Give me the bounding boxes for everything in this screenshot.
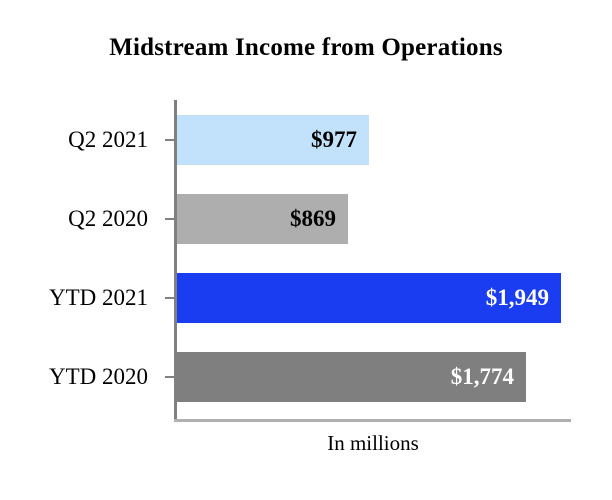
- axis-tick-q2-2020: [165, 218, 175, 220]
- value-label-ytd-2020: $1,774: [450, 364, 514, 389]
- category-label-q2-2020: Q2 2020: [68, 206, 148, 231]
- value-label-q2-2021: $977: [311, 127, 357, 152]
- axis-tick-ytd-2021: [165, 297, 175, 299]
- value-label-ytd-2021: $1,949: [485, 285, 549, 310]
- value-label-q2-2020: $869: [290, 206, 336, 231]
- chart-title: Midstream Income from Operations: [109, 34, 503, 61]
- bar-q2-2020: $869: [177, 194, 348, 244]
- x-axis-baseline: [174, 419, 571, 422]
- bar-ytd-2021: $1,949: [177, 273, 561, 323]
- bar-ytd-2020: $1,774: [177, 352, 526, 402]
- category-label-q2-2021: Q2 2021: [68, 127, 148, 152]
- axis-tick-q2-2021: [165, 139, 175, 141]
- bar-q2-2021: $977: [177, 115, 369, 165]
- category-label-ytd-2021: YTD 2021: [48, 285, 148, 310]
- axis-tick-ytd-2020: [165, 376, 175, 378]
- category-label-ytd-2020: YTD 2020: [48, 364, 148, 389]
- x-axis-label: In millions: [327, 431, 419, 455]
- y-axis-line: [174, 100, 177, 421]
